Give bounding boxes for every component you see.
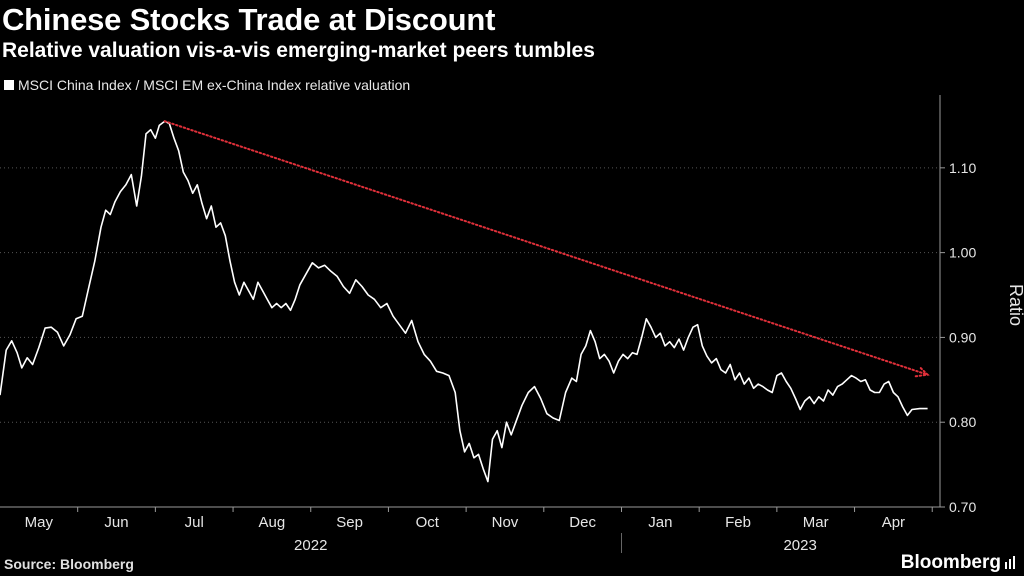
- x-month-label: Nov: [492, 514, 519, 531]
- x-year-label: 2023: [783, 537, 816, 554]
- x-month-label: Apr: [882, 514, 905, 531]
- x-month-label: Jan: [648, 514, 672, 531]
- x-month-label: Feb: [725, 514, 751, 531]
- chart-title: Chinese Stocks Trade at Discount: [2, 2, 496, 37]
- brand-logo: Bloomberg: [901, 552, 1016, 574]
- y-axis-title: Ratio: [1006, 284, 1024, 326]
- x-month-label: Sep: [336, 514, 363, 531]
- x-month-label: Mar: [803, 514, 829, 531]
- y-tick-label: 1.00: [949, 245, 976, 261]
- x-month-label: Aug: [259, 514, 286, 531]
- x-month-label: Jul: [185, 514, 204, 531]
- y-tick-label: 0.90: [949, 329, 976, 345]
- trend-layer: [163, 120, 930, 378]
- y-tick-label: 0.80: [949, 414, 976, 430]
- chart-subtitle: Relative valuation vis-a-vis emerging-ma…: [2, 39, 595, 62]
- x-month-label: Oct: [416, 514, 440, 531]
- x-year-label: 2022: [294, 537, 327, 554]
- legend-label: MSCI China Index / MSCI EM ex-China Inde…: [18, 77, 411, 93]
- y-tick-label: 0.70: [949, 499, 976, 515]
- trend-line: [163, 120, 929, 376]
- gridlines: [0, 167, 940, 508]
- y-tick-label: 1.10: [949, 160, 976, 176]
- brand-text: Bloomberg: [900, 552, 1001, 573]
- chart-legend: MSCI China Index / MSCI EM ex-China Inde…: [4, 77, 410, 93]
- x-month-label: Dec: [569, 514, 596, 531]
- series-layer: [0, 120, 928, 483]
- series-line: [0, 120, 928, 483]
- legend-swatch: [4, 80, 14, 90]
- axes: 0.70 0.80 0.90 1.00 1.10 Ratio May Jun Jul Aug Sep…: [0, 95, 1024, 554]
- x-month-label: Jun: [104, 514, 128, 531]
- trend-arrowhead: [914, 365, 930, 378]
- source-note: Source: Bloomberg: [4, 556, 134, 572]
- bar-chart-icon: [1005, 556, 1015, 569]
- x-month-label: May: [25, 514, 54, 531]
